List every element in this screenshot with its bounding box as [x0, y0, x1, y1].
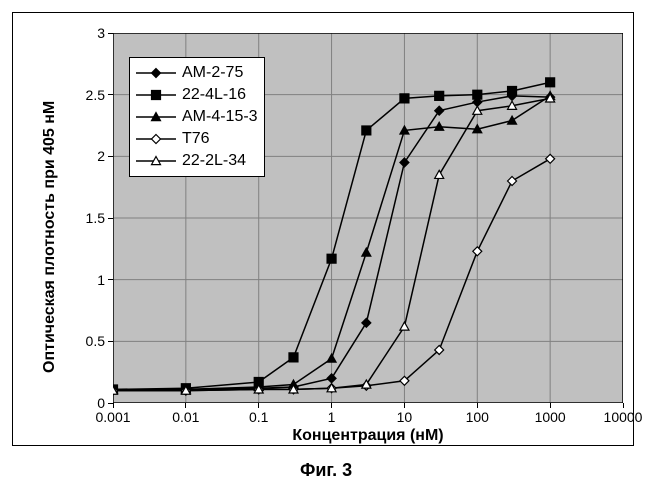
- y-tick-label: 1: [65, 272, 105, 288]
- y-tick-label: 0.5: [65, 333, 105, 349]
- chart-frame: AM-2-7522-4L-16AM-4-15-3T7622-2L-34 0.00…: [12, 12, 634, 446]
- x-tick-label: 0.001: [95, 409, 130, 425]
- legend-label: 22-4L-16: [182, 84, 246, 106]
- y-axis-label: Оптическая плотность при 405 нМ: [41, 101, 59, 373]
- legend-label: AM-2-75: [182, 62, 243, 84]
- series-marker: [546, 154, 555, 163]
- series-marker: [362, 318, 371, 327]
- series-marker: [435, 170, 444, 178]
- legend-label: T76: [182, 128, 210, 150]
- series-marker: [327, 354, 336, 362]
- series-marker: [362, 248, 371, 256]
- series-marker: [400, 158, 409, 167]
- legend-item: 22-2L-34: [136, 150, 258, 172]
- series-marker: [473, 247, 482, 256]
- x-axis-label: Концентрация (нМ): [113, 427, 623, 445]
- series-marker: [327, 254, 336, 263]
- y-tick-label: 3: [65, 25, 105, 41]
- x-tick-label: 100: [466, 409, 489, 425]
- series-marker: [508, 86, 517, 95]
- x-tick-label: 10: [397, 409, 413, 425]
- series-marker: [435, 91, 444, 100]
- series-marker: [508, 177, 517, 186]
- series-marker: [400, 94, 409, 103]
- y-tick-label: 2.5: [65, 87, 105, 103]
- y-tick-label: 1.5: [65, 210, 105, 226]
- x-tick-label: 0.1: [249, 409, 268, 425]
- series-marker: [327, 374, 336, 383]
- series-marker: [508, 116, 517, 124]
- series-marker: [400, 322, 409, 330]
- x-tick-label: 10000: [604, 409, 643, 425]
- series-marker: [289, 353, 298, 362]
- series-marker: [473, 90, 482, 99]
- legend-label: 22-2L-34: [182, 150, 246, 172]
- legend-item: AM-2-75: [136, 62, 258, 84]
- figure-label: Фиг. 3: [300, 460, 352, 481]
- series-marker: [362, 126, 371, 135]
- legend-label: AM-4-15-3: [182, 106, 258, 128]
- legend-item: T76: [136, 128, 258, 150]
- y-tick-label: 0: [65, 395, 105, 411]
- y-tick-label: 2: [65, 148, 105, 164]
- series-marker: [435, 106, 444, 115]
- series-marker: [546, 78, 555, 87]
- legend-item: 22-4L-16: [136, 84, 258, 106]
- x-tick-label: 1000: [535, 409, 566, 425]
- legend: AM-2-7522-4L-16AM-4-15-3T7622-2L-34: [129, 57, 265, 177]
- x-tick-label: 1: [328, 409, 336, 425]
- legend-item: AM-4-15-3: [136, 106, 258, 128]
- x-tick-label: 0.01: [172, 409, 199, 425]
